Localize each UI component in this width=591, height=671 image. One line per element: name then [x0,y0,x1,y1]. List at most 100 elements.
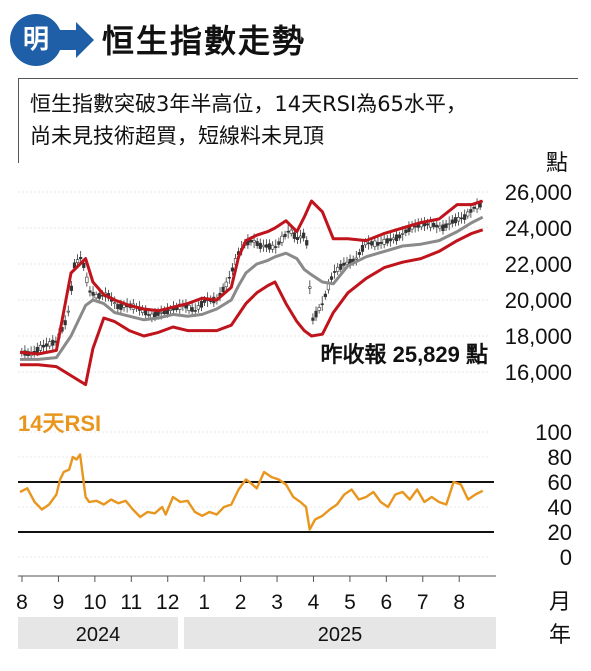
series-lower-band [20,228,484,387]
candle-body [447,223,451,225]
candle-body [156,312,160,316]
candle-body [227,276,231,279]
candle-body [258,242,262,249]
candle-body [413,225,417,228]
candle-body [429,221,433,228]
rsi-tick-label-5: 0 [560,545,572,570]
candle-body [311,317,315,321]
candle-body [444,223,448,228]
rsi-tick-label-4: 20 [548,520,572,545]
price-axis-unit: 點 [546,150,568,175]
candle-body [122,304,126,308]
candle-body [147,314,151,316]
rsi-series [19,453,484,531]
price-tick-label-4: 18,000 [505,324,572,349]
candle-body [113,302,117,304]
candle-body [298,235,303,239]
candle-body [438,225,442,229]
candle-body [382,239,386,245]
candle-body [363,241,368,246]
candle-body [289,229,293,234]
candle-body [286,230,290,233]
candle-body [450,219,454,224]
candle-body [144,309,148,316]
candle-body [466,211,470,217]
x-unit-month: 月 [549,589,571,614]
month-label-2: 10 [83,591,106,614]
candle-body [271,244,275,250]
candle-body [292,232,296,239]
month-label-7: 3 [271,591,283,614]
year-label-2024: 2024 [76,624,121,646]
price-tick-label-2: 22,000 [505,252,572,277]
candle-body [453,217,457,224]
logo-arrow-icon [76,22,94,58]
candle-body [323,293,327,298]
x-unit-year: 年 [549,622,571,647]
candle-body [274,246,278,248]
candle-body [261,244,265,248]
candle-body [401,233,405,235]
candle-body [339,263,343,270]
candle-body [249,239,253,243]
header-side-rule [18,78,19,163]
candle-body [370,241,374,246]
rsi-tick-label-1: 80 [548,445,572,470]
candle-body [308,286,312,289]
candle-body [230,267,235,272]
candle-body [376,242,380,246]
candle-body [345,261,349,265]
price-tick-label-0: 26,000 [505,180,572,205]
candle-body [391,237,396,241]
rsi-tick-label-2: 60 [548,470,572,495]
candle-body [441,224,445,232]
year-label-2025: 2025 [318,624,363,646]
candle-body [333,271,337,273]
rsi-tick-label-0: 100 [535,420,572,445]
candle-body [51,339,55,346]
candle-body [88,290,92,293]
subtitle-line-2: 尚未見技術超買，短線料未見頂 [30,124,324,148]
month-label-0: 8 [16,591,28,614]
candle-body [354,257,358,260]
series-upper-band [19,199,484,356]
candle-body [367,242,371,245]
candle-body [159,312,163,314]
candle-body [329,276,334,280]
month-label-9: 5 [344,591,356,614]
candle-body [305,240,309,246]
candle-body [320,303,324,306]
candle-body [255,241,259,246]
month-label-4: 12 [156,591,179,614]
candle-body [317,307,321,311]
candle-body [97,293,101,299]
month-label-1: 9 [53,591,65,614]
candle-body [187,305,191,311]
subtitle-line-1: 恒生指數突破3年半高位，14天RSI為65水平， [30,92,467,116]
candle-body [202,299,207,303]
candle-body [91,292,95,296]
candle-body [85,276,89,283]
candle-body [79,256,83,260]
candle-body [478,203,482,208]
price-tick-label-5: 16,000 [505,360,572,385]
candle-body [394,234,399,242]
month-label-10: 6 [380,591,392,614]
candle-body [398,234,402,239]
candle-body [360,245,365,252]
candle-body [302,232,306,239]
candle-body [435,224,439,228]
candle-body [463,214,467,220]
candle-body [336,266,340,272]
candle-body [379,241,383,244]
candle-body [385,238,389,244]
candle-body [48,341,52,347]
candle-body [116,304,120,310]
logo-arrow-bar [60,30,76,50]
page-title: 恒生指數走勢 [102,22,307,60]
candle-body [267,243,272,250]
candle-body [94,294,98,299]
candle-body [404,229,408,233]
candle-body [35,347,39,353]
candle-body [190,307,194,312]
